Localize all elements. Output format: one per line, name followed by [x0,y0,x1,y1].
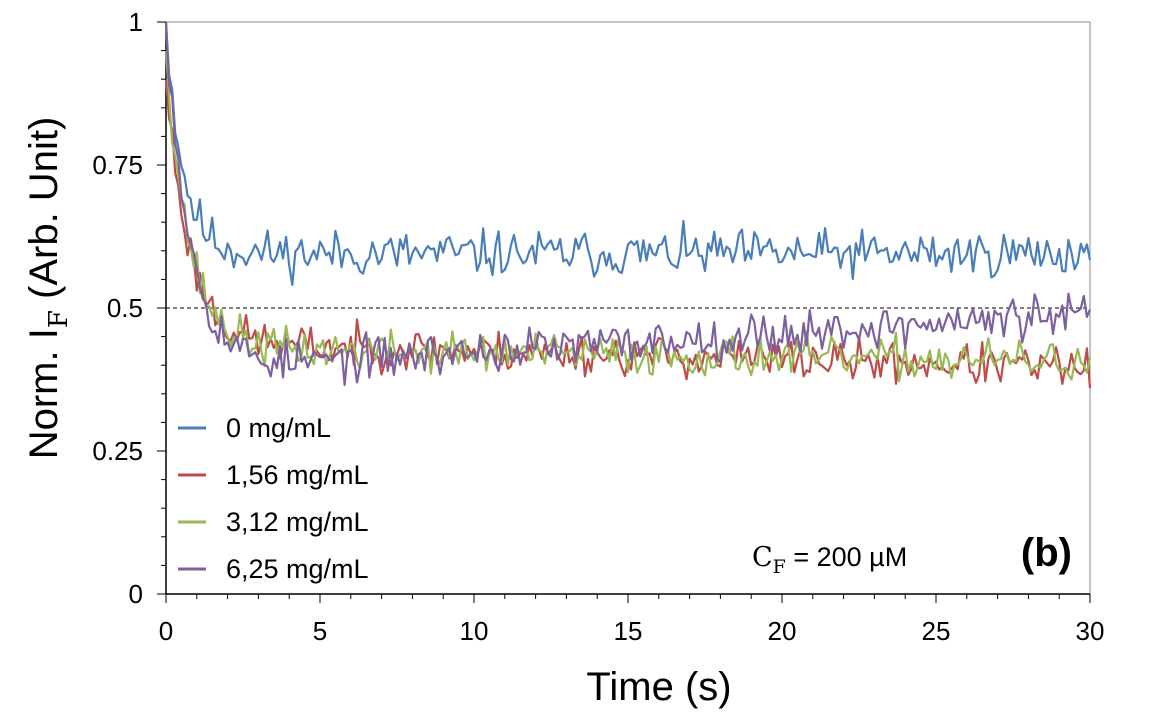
y-tick-label: 0.5 [107,293,143,323]
x-tick-label: 20 [768,616,797,646]
annotation-text: = 200 µM [786,542,907,572]
annotation-symbol: C [752,542,773,573]
y-axis-title-prefix: Norm. I [22,328,66,459]
panel-label: (b) [1021,531,1072,575]
series-line-1 [164,21,1092,286]
x-tick-label: 30 [1076,616,1105,646]
legend: 0 mg/mL 1,56 mg/mL 3,12 mg/mL 6,25 mg/mL [178,413,369,584]
x-tick-label: 10 [460,616,489,646]
legend-label-2: 1,56 mg/mL [226,460,369,490]
y-axis-title: Norm. IF (Arb. Unit) [22,117,74,460]
series-line-3 [164,50,1092,383]
y-tick-label: 0.25 [92,436,143,466]
y-tick-label: 1 [129,7,143,37]
y-tick-label: 0.75 [92,150,143,180]
concentration-annotation: CF = 200 µM [752,542,907,578]
x-axis-title: Time (s) [586,665,731,709]
legend-label-4: 6,25 mg/mL [226,554,369,584]
y-axis-title-suffix: (Arb. Unit) [22,117,66,310]
legend-label-1: 0 mg/mL [226,413,331,443]
y-tick-label: 0 [129,579,143,609]
x-tick-label: 15 [614,616,643,646]
series-line-2 [164,79,1092,388]
x-tick-label: 25 [922,616,951,646]
x-tick-label: 0 [159,616,173,646]
legend-label-3: 3,12 mg/mL [226,507,369,537]
annotation-subscript: F [773,556,786,578]
x-tick-label: 5 [313,616,327,646]
series-line-4 [164,21,1092,386]
y-axis-title-subscript: F [44,310,74,328]
